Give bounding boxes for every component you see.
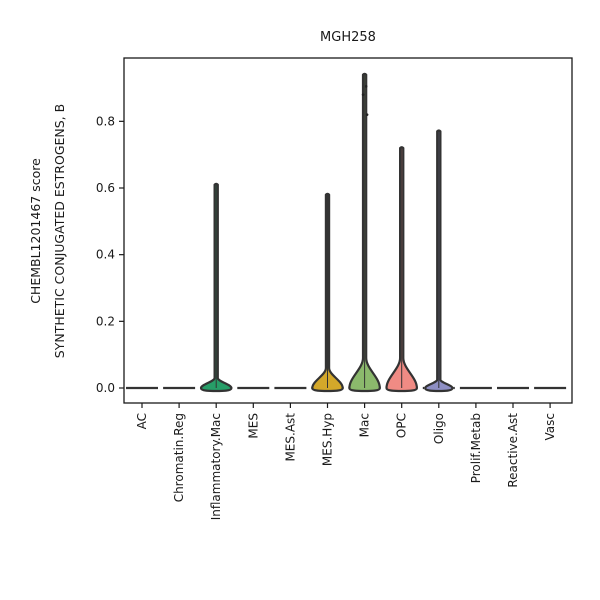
- x-tick-label: OPC: [395, 413, 409, 438]
- x-tick-label: MES.Ast: [283, 413, 297, 462]
- plot-frame: [123, 57, 573, 404]
- outlier-point: [364, 85, 368, 88]
- y-tick-label: 0.8: [96, 114, 115, 128]
- y-tick-label: 0.2: [96, 314, 115, 328]
- x-tick-label: Vasc: [543, 413, 557, 440]
- x-tick-label: Prolif.Metab: [469, 413, 483, 483]
- x-tick-label: MES: [246, 413, 260, 439]
- outlier-point: [365, 113, 369, 116]
- y-axis-label-line-1: CHEMBL1201467 score: [28, 158, 43, 304]
- x-axis: AC Chromatin.Reg Inflammatory.Mac MES MES.As…: [135, 403, 557, 520]
- y-tick-label: 0.4: [96, 248, 115, 262]
- violin-inflammatory-mac: [199, 182, 233, 393]
- violins-layer: [126, 72, 567, 393]
- y-axis-label: CHEMBL1201467 score SYNTHETIC CONJUGATED…: [28, 104, 67, 358]
- violin-opc: [385, 146, 418, 393]
- violin-oligo: [422, 129, 455, 393]
- x-tick-label: Inflammatory.Mac: [209, 413, 223, 520]
- x-tick-label: Oligo: [432, 413, 446, 444]
- x-tick-label: Mac: [358, 413, 372, 437]
- y-tick-label: 0.0: [96, 381, 115, 395]
- x-tick-label: AC: [135, 413, 149, 429]
- x-tick-label: MES.Hyp: [321, 413, 335, 466]
- violin-mac: [348, 72, 381, 393]
- y-axis: 0.0 0.2 0.4 0.6 0.8: [96, 114, 124, 395]
- violin-mes-hyp: [311, 192, 344, 393]
- x-tick-label: Chromatin.Reg: [172, 413, 186, 502]
- y-tick-label: 0.6: [96, 181, 115, 195]
- y-axis-label-line-2: SYNTHETIC CONJUGATED ESTROGENS, B: [52, 104, 67, 358]
- chart-title: MGH258: [320, 30, 376, 45]
- x-tick-label: Reactive.Ast: [506, 413, 520, 488]
- outlier-point: [361, 93, 365, 96]
